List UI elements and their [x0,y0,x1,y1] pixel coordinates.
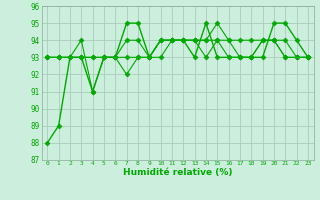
X-axis label: Humidité relative (%): Humidité relative (%) [123,168,232,177]
